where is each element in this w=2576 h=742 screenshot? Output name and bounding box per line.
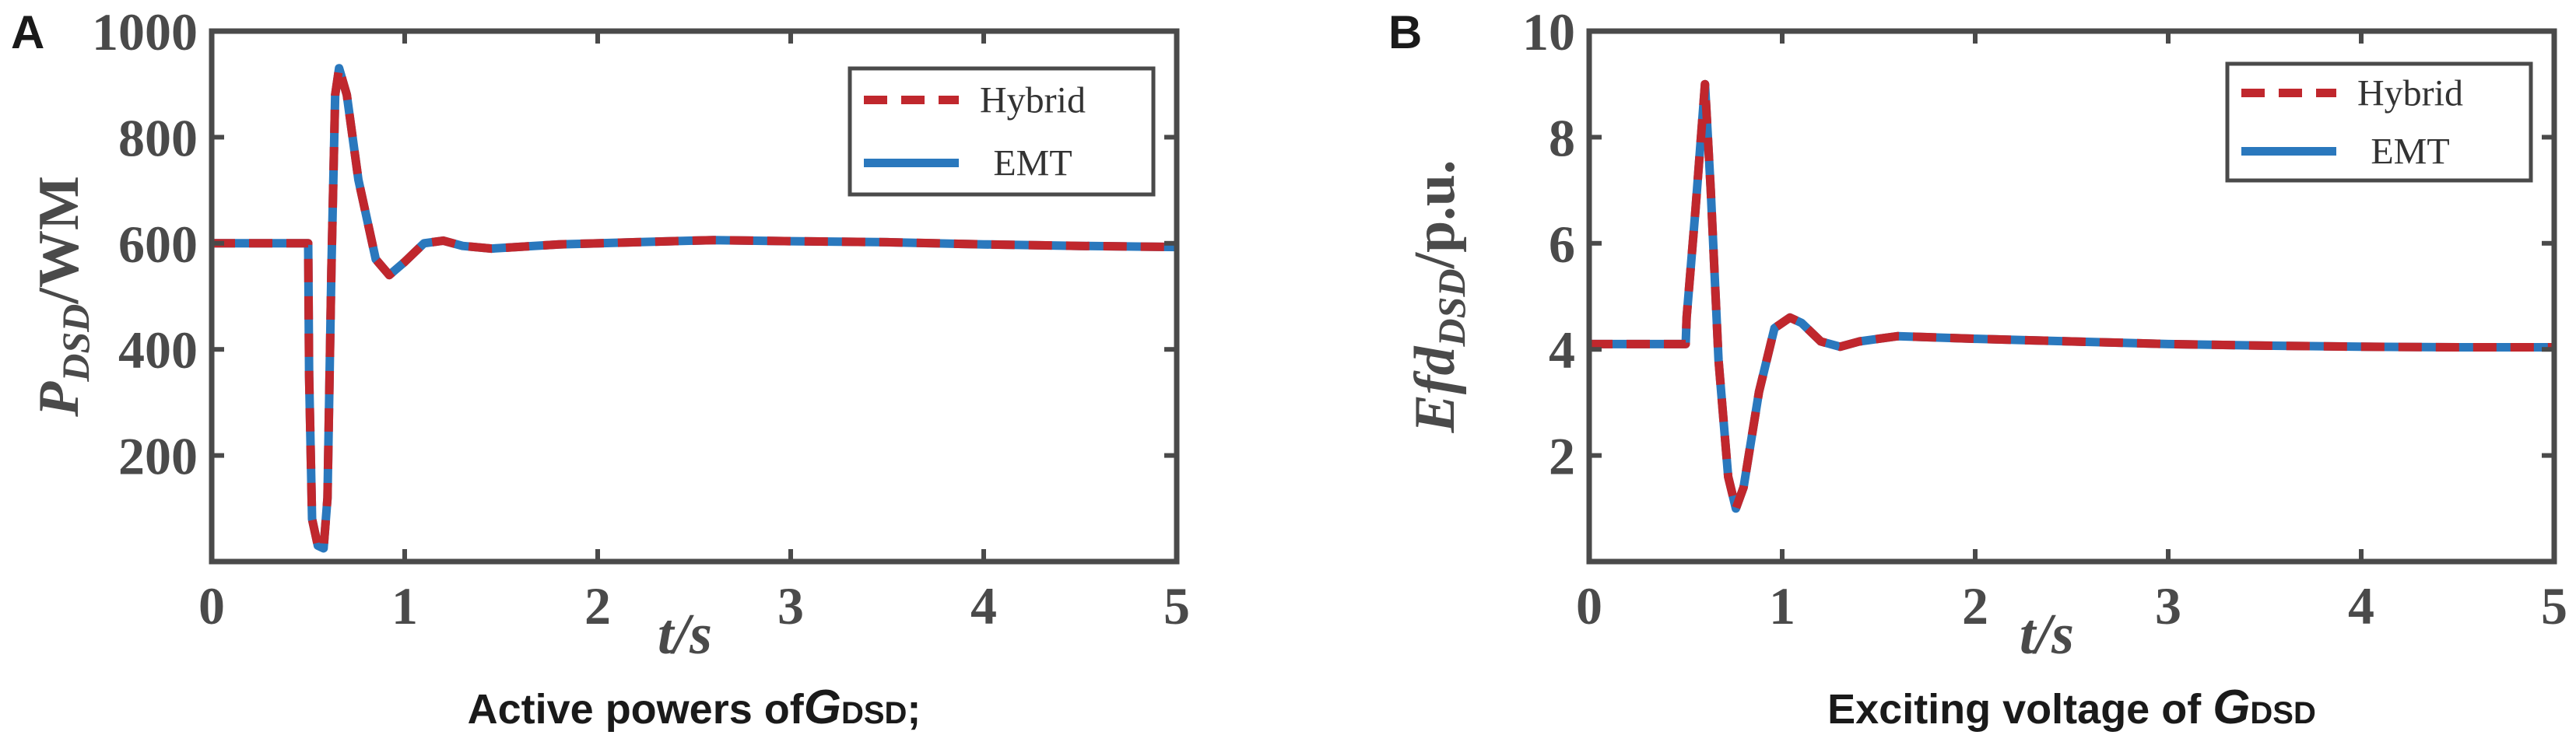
x-tick-label: 3 xyxy=(777,576,804,635)
legend: Hybrid EMT xyxy=(848,66,1156,197)
y-tick-label: 10 xyxy=(1522,2,1575,61)
legend: Hybrid EMT xyxy=(2225,61,2533,183)
x-tick-label: 3 xyxy=(2155,576,2181,635)
y-tick-label: 600 xyxy=(118,215,198,274)
y-tick-label: 8 xyxy=(1549,108,1575,167)
series-line-hybrid xyxy=(1589,79,2554,513)
x-tick-label: 0 xyxy=(198,576,225,635)
panel-letter: B xyxy=(1388,6,1422,58)
panel-letter: A xyxy=(11,6,44,58)
x-tick-label: 0 xyxy=(1576,576,1602,635)
x-tick-label: 4 xyxy=(970,576,997,635)
y-tick-label: 4 xyxy=(1549,320,1575,380)
x-tick-label: 1 xyxy=(391,576,418,635)
x-axis-label: t/s xyxy=(2020,603,2074,667)
plot-area xyxy=(212,64,1177,553)
legend-box xyxy=(848,66,1156,197)
caption: Active powers ofGDSD; xyxy=(468,681,921,734)
x-tick-label: 5 xyxy=(2541,576,2567,635)
legend-label-hybrid: Hybrid xyxy=(980,80,1086,121)
y-tick-label: 200 xyxy=(118,427,198,486)
legend-label-emt: EMT xyxy=(2371,131,2449,173)
axis-frame xyxy=(1586,28,2557,565)
y-tick-label: 6 xyxy=(1549,215,1575,274)
axis-frame xyxy=(209,28,1180,565)
caption: Exciting voltage of GDSD xyxy=(1827,681,2316,734)
legend-label-hybrid: Hybrid xyxy=(2357,73,2463,114)
x-tick-label: 5 xyxy=(1163,576,1190,635)
y-tick-label: 2 xyxy=(1549,427,1575,486)
legend-label-emt: EMT xyxy=(993,143,1072,184)
x-tick-label: 1 xyxy=(1769,576,1795,635)
y-tick-label: 400 xyxy=(118,320,198,380)
y-tick-label: 800 xyxy=(118,108,198,167)
y-axis-label: EfdDSD/p.u. xyxy=(1403,160,1473,434)
x-tick-label: 4 xyxy=(2348,576,2374,635)
legend-box xyxy=(2225,61,2533,183)
y-tick-label: 1000 xyxy=(92,2,198,61)
x-axis-label: t/s xyxy=(658,603,712,667)
x-tick-label: 2 xyxy=(1962,576,1988,635)
plot-area xyxy=(1589,79,2554,513)
panel-b: 0 1 2 3 4 5 2 4 6 8 10 t/s EfdDSD/p.u. Hybrid EMT B Exci… xyxy=(1388,2,2567,734)
x-tick-label: 2 xyxy=(584,576,611,635)
panel-a: 0 1 2 3 4 5 200 400 600 800 1000 t/s PDSD/WM Hybrid EM… xyxy=(11,2,1190,734)
series-line-hybrid xyxy=(212,64,1177,553)
y-axis-label: PDSD/WM xyxy=(27,176,97,418)
